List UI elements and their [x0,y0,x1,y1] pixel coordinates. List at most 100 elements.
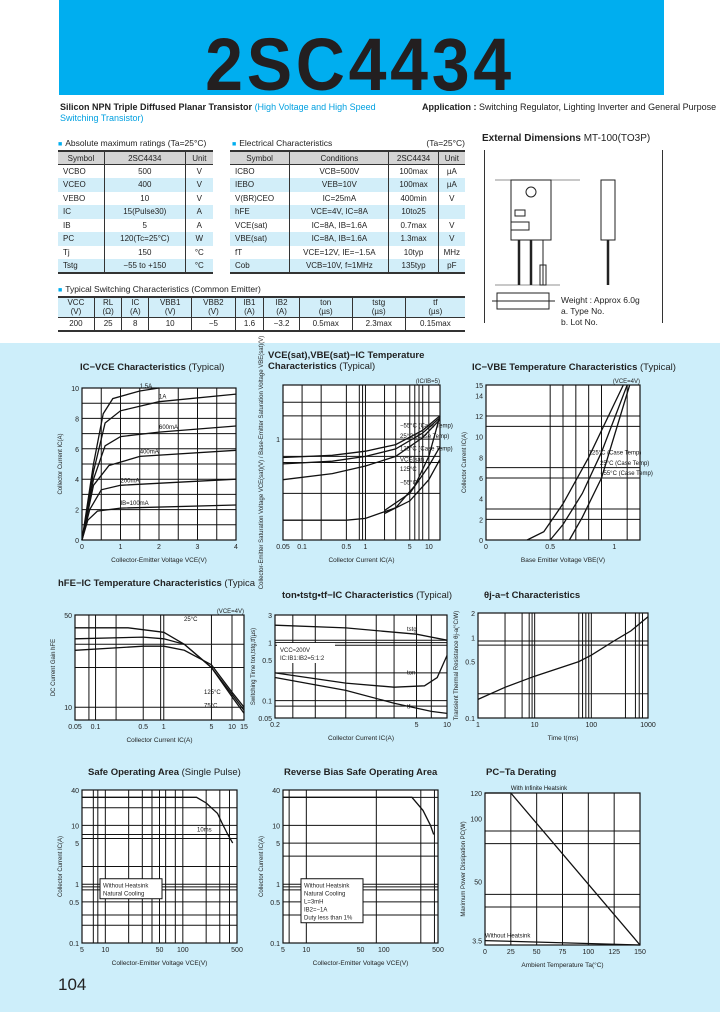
table-cell: IEBO [230,178,291,192]
package-notes: Weight : Approx 6.0g a. Type No. b. Lot … [561,295,640,328]
y-tick-label: 4 [479,497,483,504]
x-tick-label: 0 [484,544,488,551]
application-text: Switching Regulator, Lighting Inverter a… [479,102,717,112]
series-line [282,417,441,465]
weight: Weight : Approx 6.0g [561,295,640,305]
series-line [81,425,237,541]
external-dimensions-title: External Dimensions MT-100(TO3P) [482,133,650,144]
table-cell: VEB=10V [289,178,390,192]
chart-annotation: Natural Cooling [103,892,144,898]
title-band [59,0,664,95]
series-label: 75°C [204,703,218,709]
switching-title: ■ Typical Switching Characteristics (Comm… [58,284,261,294]
y-axis-label: Collector Current IC(A) [259,836,265,897]
chart-title-text: hFE−IC Temperature Characteristics [58,578,222,589]
x-tick-label: 10 [531,722,539,729]
chart-title-text: Reverse Bias Safe Operating Area [284,767,438,778]
series-line [485,792,641,946]
x-tick-label: 50 [156,947,164,954]
table-cell: °C [185,259,213,274]
x-tick-label: 125 [608,949,620,956]
y-tick-label: 0 [479,538,483,545]
series-label: 200mA [121,478,140,484]
y-tick-label: 0.5 [465,660,475,667]
y-axis-label: DC Current Gain hFE [51,639,57,696]
x-tick-label: 0.1 [91,724,101,731]
series-label: −55°C (Case Temp) [600,471,653,477]
chart-annotation: L=3mH [304,900,324,906]
series-line [477,616,649,700]
table-cell: 10to25 [388,205,439,219]
x-tick-label: 5 [408,544,412,551]
x-tick-label: 2 [157,544,161,551]
x-tick-label: 1000 [640,722,656,729]
chart-annotation: VCC≈200V [280,648,310,654]
table-cell: VCB=10V, f=1MHz [289,259,390,274]
chart-0: 0 1 2 3 4 0 2 4 6 8 10 Collector-Emitter Voltage VC… [58,384,238,564]
table-cell: −55 to +150 [104,259,186,274]
y-tick-label: 5 [75,841,79,848]
table-cell: VCE=12V, IE=−1.5A [289,245,390,259]
table-row: Tj 150 °C [58,245,213,259]
table-cell: °C [194,247,204,257]
y-tick-label: 2 [471,611,475,618]
x-tick-label: 10 [443,722,451,729]
table-cell: 200 [58,317,95,332]
package-outline-drawing [492,179,616,310]
table-cell: V [449,220,455,230]
chart-annotation: IB2=−1A [304,908,327,914]
chart-annotation: Without Heatsink [103,884,149,890]
page-number: 104 [58,975,87,994]
x-tick-label: 10 [425,544,433,551]
series-line [81,393,237,541]
series-label: tstg [407,627,417,633]
chart-title: hFE−IC Temperature Characteristics (Typi… [58,578,263,589]
param-unit: (A) [244,307,255,317]
ext-package: MT-100(TO3P) [583,133,651,144]
series-label: 25°C [184,617,198,623]
chart-title-note: (Typical) [339,361,376,372]
y-axis-label: Collector-Emitter Saturation Voltage VCE… [259,336,265,589]
table-cell: IB [58,218,105,232]
table-cell: Cob [230,259,291,274]
table-cell: µA [446,167,457,176]
x-tick-label: 4 [234,544,238,551]
y-tick-label: 10 [475,435,483,442]
y-axis-label: Collector Current IC(A) [58,433,64,494]
table-cell: hFE [230,205,291,219]
column-header: 2SC4434 [104,150,186,165]
chart-annotation: (VCE=4V) [613,379,640,385]
series-label: 125°C (Case Temp) [589,450,642,456]
x-tick-label: 10 [101,947,109,954]
param-unit: (V) [208,307,219,317]
x-tick-label: 0.5 [545,544,555,551]
chart-title-note: (Typica [224,578,256,589]
annotation-box [300,878,364,924]
y-tick-label: 50 [474,880,482,887]
y-tick-label: 2 [75,508,79,515]
abs-max-table: Symbol 2SC4434 Unit VCBO 500 V VCEO 400 V VEBO 10 V… [58,150,213,274]
part-number-title: 2SC4434 [205,23,515,106]
x-tick-label: 1 [162,724,166,731]
table-cell: V [449,193,455,203]
x-tick-label: 1 [364,544,368,551]
chart-5: 1 10 100 1000 0.1 0.5 1 2 Time t(ms) Transient Th… [454,611,656,742]
y-tick-label: 4 [75,477,79,484]
y-tick-label: 100 [470,816,482,823]
series-label: 125°C [400,467,417,473]
chart-annotation: IC:IB1:IB2=5:1:2 [280,656,325,662]
elec-table: Symbol Conditions 2SC4434 Unit ICBO VCB=500V 1… [230,150,465,274]
y-tick-label: 1 [276,437,280,444]
chart-annotation: (IC/IB=5) [416,379,440,385]
chart-title: IC−VCE Characteristics (Typical) [80,362,265,373]
x-axis-label: Collector Current IC(A) [328,735,394,742]
table-cell: 1.3max [388,232,439,246]
y-tick-label: 14 [475,393,483,400]
x-tick-label: 0.05 [276,544,290,551]
x-tick-label: 5 [80,947,84,954]
table-cell: 10 [104,191,186,205]
column-header: Conditions [289,150,390,165]
param-symbol: RL [103,298,114,308]
y-tick-label: 10 [272,823,280,830]
